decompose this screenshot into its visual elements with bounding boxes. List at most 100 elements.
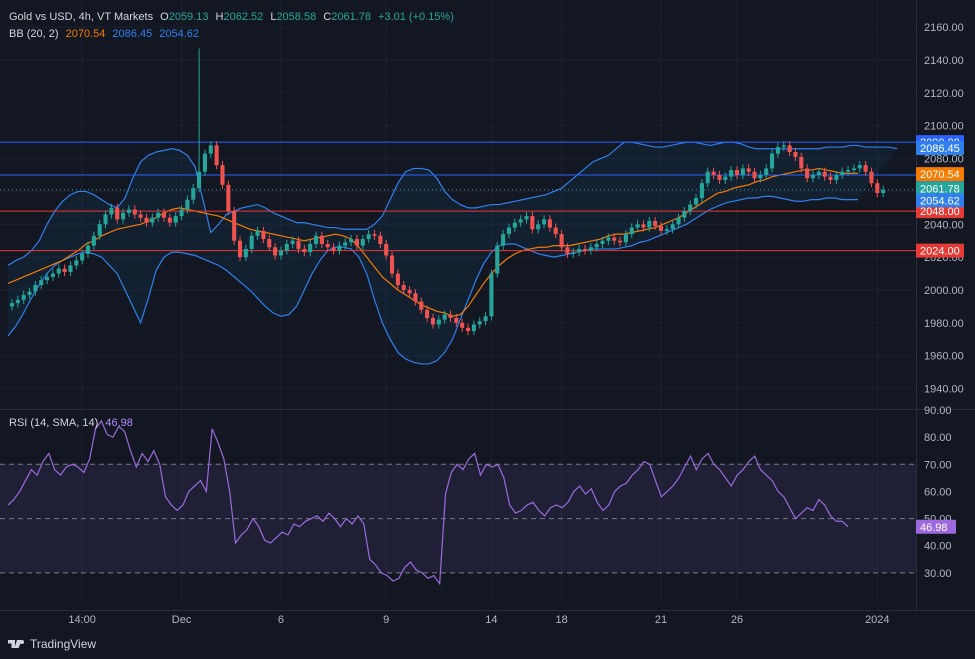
candle-body (881, 189, 886, 194)
candle-body (208, 145, 213, 154)
candle-body (775, 147, 780, 154)
rsi-band-fill (0, 464, 916, 573)
candle-body (91, 235, 96, 246)
candle-body (313, 235, 319, 244)
candle-body (68, 265, 73, 272)
candle-body (74, 260, 79, 266)
candle-body (144, 217, 149, 223)
candle-body (337, 245, 342, 251)
candle-body (284, 244, 289, 251)
symbol-title: Gold vs USD, 4h, VT Markets (9, 11, 154, 23)
candle-body (612, 237, 617, 241)
candle-body (851, 168, 856, 171)
candle-body (185, 199, 190, 210)
candle-body (682, 211, 687, 218)
candle-body (506, 227, 512, 235)
open-label: O (160, 11, 169, 23)
rsi-tick-label: 90.00 (924, 405, 952, 417)
candle-body (565, 247, 570, 254)
rsi-tick-label: 80.00 (924, 432, 952, 444)
candle-body (770, 153, 775, 169)
candle-body (717, 175, 722, 180)
rsi-line (7, 419, 849, 586)
price-tag-bg (916, 140, 964, 155)
candle-body (471, 324, 476, 332)
candle-body (132, 209, 137, 215)
bb-fill (8, 142, 897, 364)
candle-body (161, 212, 167, 218)
candle-body (39, 280, 44, 286)
candle-body (56, 268, 61, 274)
candle-body (752, 171, 757, 179)
candle-body (97, 224, 102, 236)
time-tick-label: 14:00 (68, 614, 96, 626)
candle-body (384, 244, 389, 256)
candle-body (62, 268, 67, 272)
price-tag-bg (916, 167, 964, 182)
candle-body (863, 165, 868, 172)
candle-body (694, 198, 699, 205)
tradingview-logo[interactable]: TradingView (8, 637, 96, 651)
candle-body (734, 170, 740, 175)
price-tick-label: 2000.00 (924, 285, 964, 297)
candle-body (688, 204, 693, 212)
low-label: L (270, 11, 277, 23)
bb-lower-line (7, 195, 858, 365)
candle-body (179, 209, 184, 217)
candle-body (27, 291, 32, 295)
bb-legend: BB (20, 2) 2070.54 2086.45 2054.62 (9, 27, 203, 41)
candle-body (255, 230, 260, 236)
rsi-tick-label: 40.00 (924, 541, 952, 553)
bb-lower-value: 2054.62 (159, 28, 200, 40)
candle-body (21, 294, 26, 300)
price-tick-label: 1960.00 (924, 351, 964, 363)
candle-body (846, 170, 851, 172)
candle-body (109, 207, 114, 215)
price-tag: 2070.54 (916, 167, 964, 182)
bollinger-bands (7, 141, 898, 365)
candle-body (45, 276, 50, 281)
ohlc-legend: Gold vs USD, 4h, VT Markets O2059.13 H20… (9, 10, 458, 24)
close-label: C (323, 11, 332, 23)
candle-body (600, 240, 605, 244)
candle-body (80, 253, 85, 261)
candle-body (372, 234, 377, 236)
candle-body (465, 327, 471, 332)
candle-body (15, 299, 20, 304)
candle-body (150, 217, 155, 223)
candle-body (349, 239, 354, 243)
tradingview-icon (8, 640, 24, 648)
candle-body (822, 171, 827, 177)
candle-body (226, 184, 231, 212)
candle-body (126, 209, 131, 213)
candle-body (278, 250, 283, 256)
candle-body (243, 248, 248, 258)
level-tag: 2048.00 (916, 204, 964, 219)
candle-body (699, 183, 704, 198)
candle-body (395, 273, 400, 286)
price-tag: 2086.45 (916, 140, 964, 155)
candle-body (232, 211, 237, 241)
candle-body (729, 170, 734, 177)
candle-body (273, 247, 278, 256)
candle-body (559, 234, 564, 248)
candle-body (524, 216, 529, 220)
candle-body (740, 168, 745, 175)
candle-body (156, 212, 161, 218)
candle-body (237, 240, 243, 258)
time-tick-label: 18 (555, 614, 567, 626)
candle-body (793, 152, 798, 157)
candle-body (711, 171, 716, 175)
candle-body (489, 273, 494, 317)
level-tag-bg (916, 243, 964, 258)
candle-body (641, 224, 646, 228)
candle-body (629, 227, 634, 235)
candle-body (197, 171, 202, 189)
candle-body (442, 314, 447, 320)
candle-body (296, 240, 301, 249)
time-tick-label: Dec (172, 614, 192, 626)
candle-body (138, 214, 143, 218)
price-tick-label: 2160.00 (924, 22, 964, 34)
candle-body (670, 224, 675, 230)
